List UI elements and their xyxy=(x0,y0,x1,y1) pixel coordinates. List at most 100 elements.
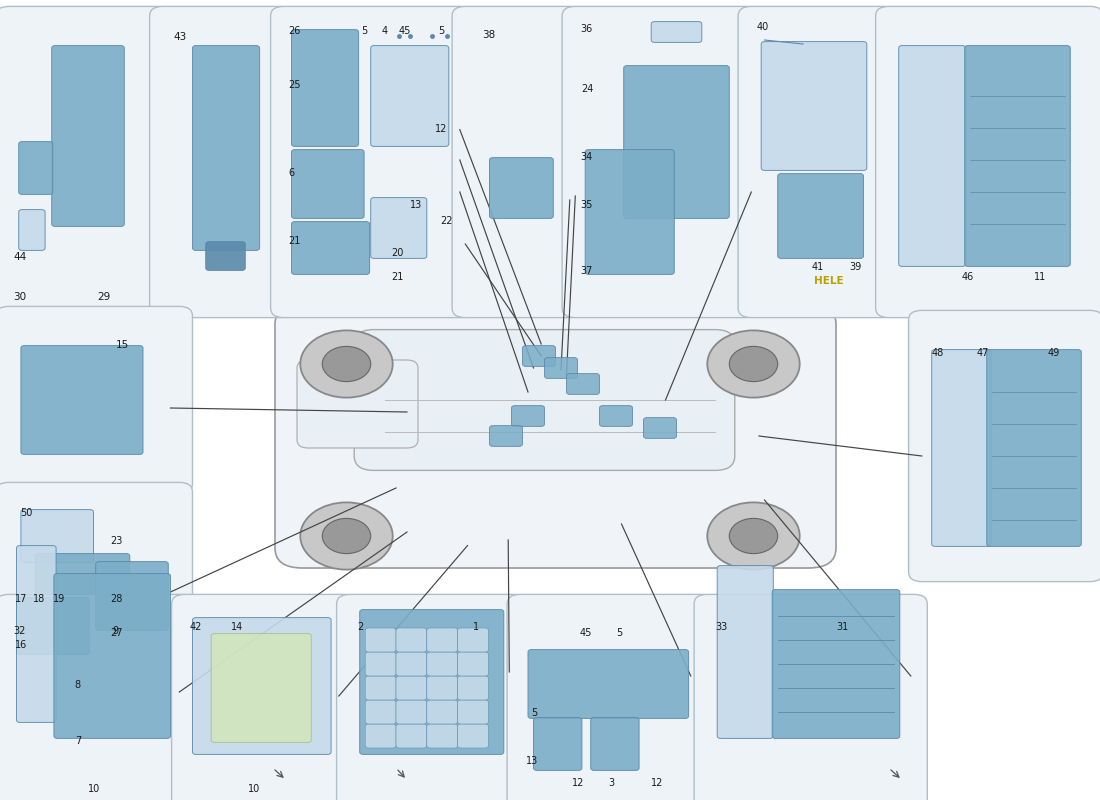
FancyBboxPatch shape xyxy=(562,6,759,318)
FancyBboxPatch shape xyxy=(591,718,639,770)
Text: 10: 10 xyxy=(248,784,260,794)
Text: 12: 12 xyxy=(651,778,663,787)
FancyBboxPatch shape xyxy=(16,546,56,722)
Text: 3: 3 xyxy=(608,778,615,787)
Text: 37: 37 xyxy=(581,266,593,275)
Text: 14: 14 xyxy=(231,622,243,632)
FancyBboxPatch shape xyxy=(172,594,358,800)
FancyBboxPatch shape xyxy=(337,594,528,800)
Text: 32: 32 xyxy=(13,626,25,635)
Text: 23: 23 xyxy=(110,536,122,546)
Text: 25: 25 xyxy=(288,80,300,90)
FancyBboxPatch shape xyxy=(354,330,735,470)
FancyBboxPatch shape xyxy=(21,346,143,454)
FancyBboxPatch shape xyxy=(899,46,966,266)
FancyBboxPatch shape xyxy=(624,66,729,218)
FancyBboxPatch shape xyxy=(427,700,458,724)
FancyBboxPatch shape xyxy=(150,6,292,318)
FancyBboxPatch shape xyxy=(292,150,364,218)
Text: 5: 5 xyxy=(616,628,623,638)
FancyBboxPatch shape xyxy=(507,594,715,800)
Text: 16: 16 xyxy=(15,640,28,650)
FancyBboxPatch shape xyxy=(490,158,553,218)
Text: 47: 47 xyxy=(977,348,989,358)
Text: 31: 31 xyxy=(836,622,848,632)
FancyBboxPatch shape xyxy=(365,652,396,676)
FancyBboxPatch shape xyxy=(371,46,449,146)
FancyBboxPatch shape xyxy=(365,676,396,700)
FancyBboxPatch shape xyxy=(694,594,927,800)
Text: 21: 21 xyxy=(288,236,300,246)
FancyBboxPatch shape xyxy=(490,426,522,446)
FancyBboxPatch shape xyxy=(19,210,45,250)
Text: 27: 27 xyxy=(110,628,122,638)
FancyBboxPatch shape xyxy=(528,650,689,718)
Text: 10: 10 xyxy=(88,784,100,794)
Text: 45: 45 xyxy=(580,628,592,638)
Text: 12: 12 xyxy=(434,124,447,134)
FancyBboxPatch shape xyxy=(54,574,170,738)
Text: 42: 42 xyxy=(189,622,201,632)
Text: 48: 48 xyxy=(932,348,944,358)
FancyBboxPatch shape xyxy=(965,46,1070,266)
Text: 50: 50 xyxy=(20,508,32,518)
FancyBboxPatch shape xyxy=(761,42,867,170)
FancyBboxPatch shape xyxy=(16,598,89,654)
Text: 2: 2 xyxy=(358,622,364,632)
FancyBboxPatch shape xyxy=(371,198,427,258)
FancyBboxPatch shape xyxy=(297,360,418,448)
FancyBboxPatch shape xyxy=(396,676,427,700)
FancyBboxPatch shape xyxy=(52,46,124,226)
FancyBboxPatch shape xyxy=(0,306,192,494)
Text: 33: 33 xyxy=(715,622,727,632)
Circle shape xyxy=(707,330,800,398)
Text: 7: 7 xyxy=(75,736,81,746)
Text: 15: 15 xyxy=(116,340,129,350)
Circle shape xyxy=(300,330,393,398)
FancyBboxPatch shape xyxy=(96,562,168,630)
Text: 38: 38 xyxy=(482,30,495,40)
FancyBboxPatch shape xyxy=(458,700,488,724)
Text: 22: 22 xyxy=(440,216,452,226)
Circle shape xyxy=(322,346,371,382)
FancyBboxPatch shape xyxy=(987,350,1081,546)
Text: 5: 5 xyxy=(361,26,367,35)
Text: 45: 45 xyxy=(398,26,410,35)
FancyBboxPatch shape xyxy=(452,6,583,318)
FancyBboxPatch shape xyxy=(458,628,488,652)
Text: 39: 39 xyxy=(849,262,861,272)
Text: eurospares: eurospares xyxy=(339,415,761,481)
Text: 1: 1 xyxy=(473,622,480,632)
FancyBboxPatch shape xyxy=(0,594,192,800)
FancyBboxPatch shape xyxy=(0,6,170,318)
FancyBboxPatch shape xyxy=(396,652,427,676)
Text: 30: 30 xyxy=(13,292,26,302)
FancyBboxPatch shape xyxy=(644,418,676,438)
Text: 46: 46 xyxy=(961,272,974,282)
FancyBboxPatch shape xyxy=(206,242,245,270)
FancyBboxPatch shape xyxy=(427,676,458,700)
Text: 40: 40 xyxy=(757,22,769,32)
Text: 28: 28 xyxy=(110,594,122,603)
Text: 5: 5 xyxy=(438,26,444,35)
Circle shape xyxy=(729,346,778,382)
FancyBboxPatch shape xyxy=(292,30,359,146)
FancyBboxPatch shape xyxy=(512,406,544,426)
FancyBboxPatch shape xyxy=(932,350,991,546)
Circle shape xyxy=(729,518,778,554)
Text: 17: 17 xyxy=(15,594,28,605)
FancyBboxPatch shape xyxy=(427,628,458,652)
Circle shape xyxy=(300,502,393,570)
FancyBboxPatch shape xyxy=(772,590,900,738)
FancyBboxPatch shape xyxy=(458,676,488,700)
Text: 8: 8 xyxy=(75,680,81,690)
FancyBboxPatch shape xyxy=(21,510,94,562)
FancyBboxPatch shape xyxy=(738,6,896,318)
Text: 12: 12 xyxy=(572,778,584,787)
Circle shape xyxy=(707,502,800,570)
Text: 9: 9 xyxy=(112,626,119,635)
Text: 4: 4 xyxy=(382,26,388,35)
Text: 20: 20 xyxy=(392,248,404,258)
FancyBboxPatch shape xyxy=(534,718,582,770)
FancyBboxPatch shape xyxy=(566,374,600,394)
